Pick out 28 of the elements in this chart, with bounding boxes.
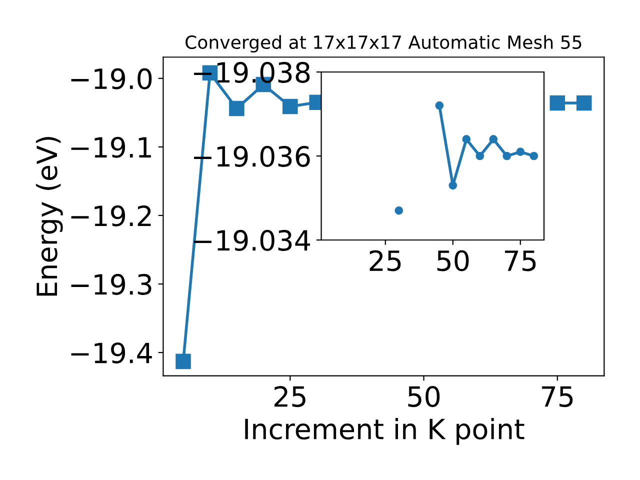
point bbox=[448, 181, 458, 190]
point bbox=[576, 95, 592, 111]
x-tick-label: 50 bbox=[408, 386, 440, 408]
y-tick-label: −19.0 bbox=[71, 68, 152, 90]
x-tick-label: 25 bbox=[274, 386, 306, 408]
point bbox=[530, 152, 538, 160]
y-tick-label: −19.3 bbox=[71, 274, 152, 295]
point bbox=[229, 100, 244, 116]
x-axis-title: Increment in K point bbox=[245, 418, 524, 445]
y-tick-label: −19.2 bbox=[71, 205, 151, 226]
point bbox=[550, 95, 566, 111]
point bbox=[516, 148, 525, 156]
point bbox=[394, 206, 404, 215]
point bbox=[176, 354, 191, 370]
point bbox=[282, 98, 298, 114]
point bbox=[502, 152, 512, 160]
y-tick-label: −19.1 bbox=[71, 136, 151, 158]
y-axis-title: Energy (eV) bbox=[36, 136, 63, 296]
point bbox=[435, 101, 444, 110]
x-tick-label: 25 bbox=[370, 250, 401, 272]
point bbox=[462, 135, 471, 144]
point bbox=[476, 152, 484, 160]
chart-title: Converged at 17x17x17 Automatic Mesh 55 bbox=[186, 35, 582, 53]
x-tick-label: 75 bbox=[504, 250, 536, 272]
y-tick-label: −19.4 bbox=[71, 342, 152, 364]
x-tick-label: 75 bbox=[542, 386, 573, 408]
x-tick-label: 50 bbox=[437, 250, 469, 272]
point bbox=[489, 135, 498, 144]
